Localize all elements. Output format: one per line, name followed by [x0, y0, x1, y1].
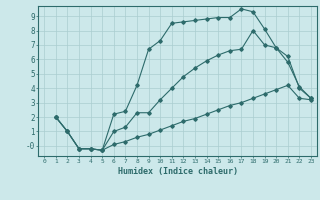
X-axis label: Humidex (Indice chaleur): Humidex (Indice chaleur) — [118, 167, 238, 176]
